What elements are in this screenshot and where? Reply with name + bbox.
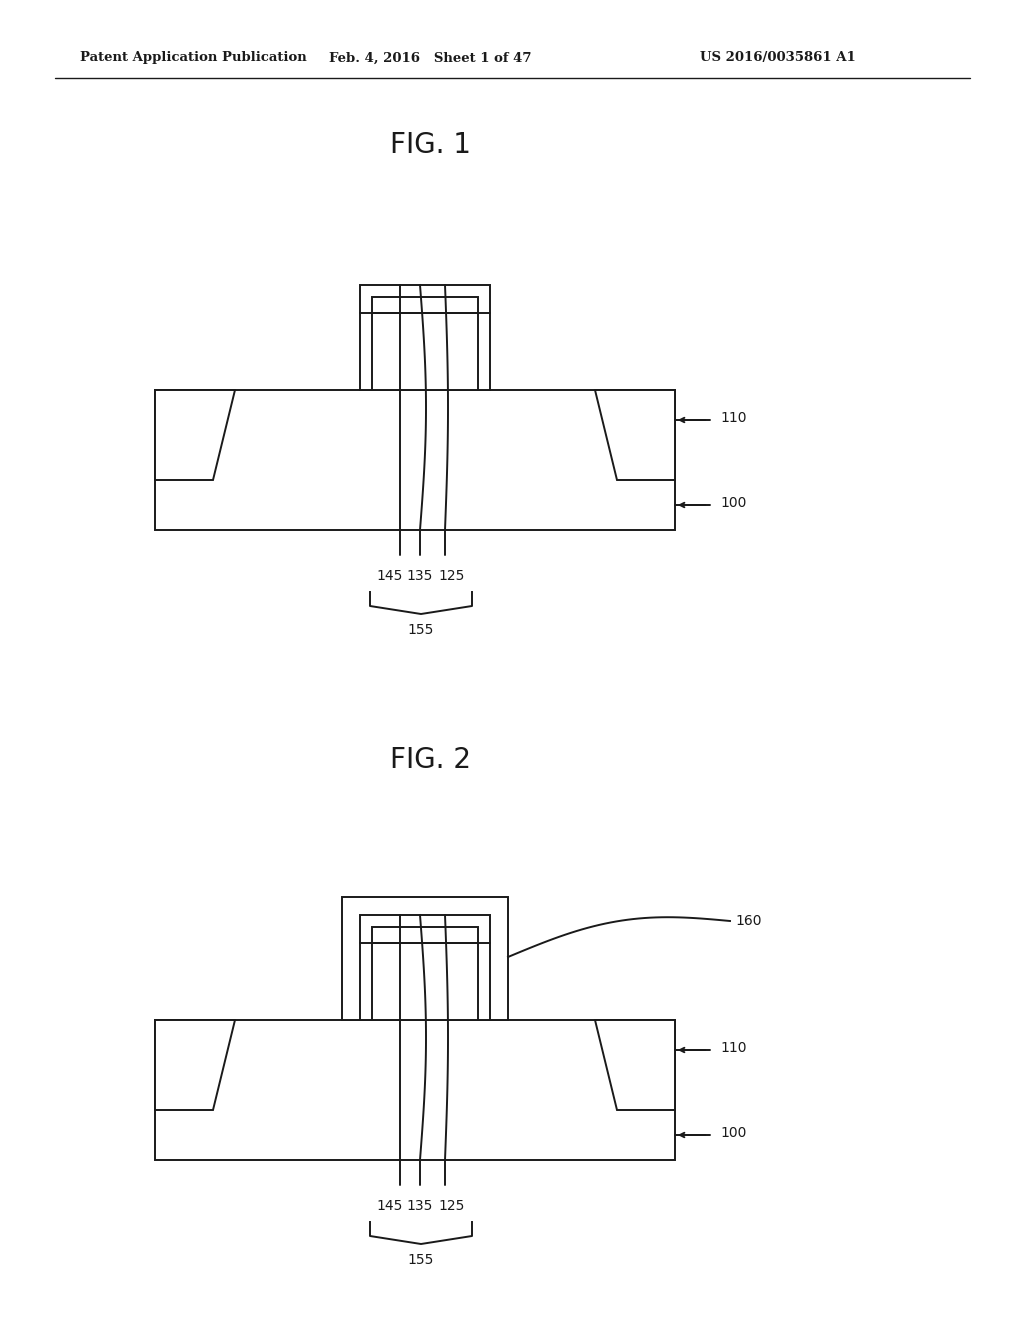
Text: US 2016/0035861 A1: US 2016/0035861 A1 (700, 51, 856, 65)
Text: 145: 145 (377, 569, 403, 583)
Text: 160: 160 (735, 913, 762, 928)
Text: 125: 125 (439, 1199, 465, 1213)
Text: 135: 135 (407, 569, 433, 583)
Polygon shape (595, 1020, 675, 1110)
Polygon shape (595, 389, 675, 480)
Text: 135: 135 (407, 1199, 433, 1213)
Text: FIG. 1: FIG. 1 (389, 131, 470, 158)
Text: 100: 100 (720, 496, 746, 510)
Text: Patent Application Publication: Patent Application Publication (80, 51, 307, 65)
Polygon shape (155, 1020, 234, 1110)
Bar (342, 898, 508, 1020)
Bar (155, 389, 675, 531)
Text: Feb. 4, 2016   Sheet 1 of 47: Feb. 4, 2016 Sheet 1 of 47 (329, 51, 531, 65)
Text: 145: 145 (377, 1199, 403, 1213)
Text: FIG. 2: FIG. 2 (389, 746, 470, 774)
Bar (372, 927, 478, 1020)
Text: 100: 100 (720, 1126, 746, 1140)
Bar (360, 915, 490, 1020)
Text: 110: 110 (720, 1041, 746, 1055)
Text: 155: 155 (408, 1253, 434, 1267)
Text: 125: 125 (439, 569, 465, 583)
Text: 110: 110 (720, 411, 746, 425)
Text: 155: 155 (408, 623, 434, 638)
Bar (360, 285, 490, 389)
Polygon shape (155, 389, 234, 480)
Bar (372, 297, 478, 389)
Bar (155, 1020, 675, 1160)
